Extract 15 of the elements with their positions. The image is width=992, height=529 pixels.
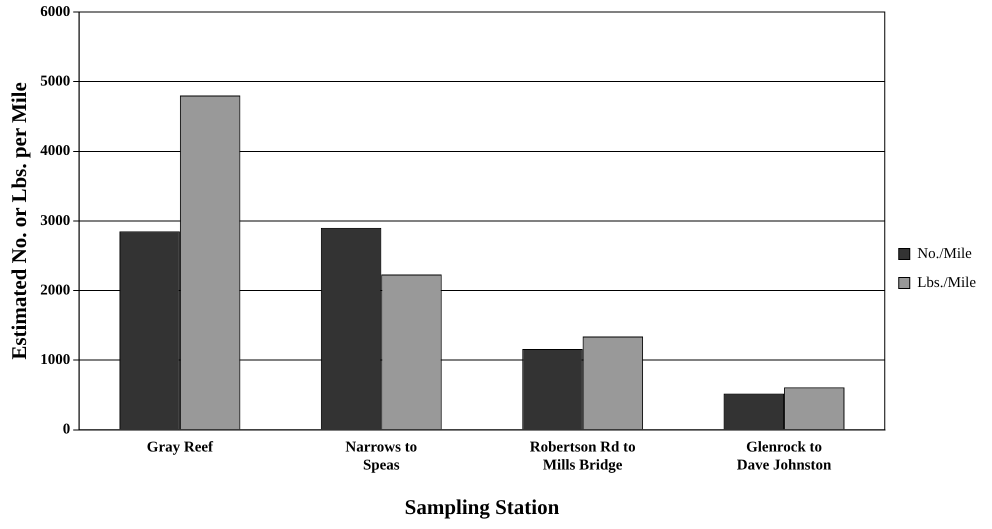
legend-label: Lbs./Mile — [917, 274, 976, 291]
y-axis-title: Estimated No. or Lbs. per Mile — [7, 82, 32, 360]
y-tick-label: 6000 — [40, 4, 70, 20]
x-tick-label: Gray Reef — [146, 440, 214, 456]
y-tick-label: 3000 — [40, 212, 70, 229]
y-tick-label: 2000 — [40, 282, 70, 298]
y-tick-label: 4000 — [40, 143, 70, 160]
x-tick-label: Robertson Rd to Mills Bridge — [530, 440, 636, 474]
y-tick-label: 1000 — [40, 352, 70, 368]
y-tick-label: 0 — [62, 422, 70, 438]
x-tick-label: Glenrock to Dave Johnston — [736, 440, 832, 474]
x-axis-title: Sampling Station — [404, 494, 560, 519]
legend-label: No./Mile — [917, 246, 972, 262]
y-tick-label: 5000 — [40, 74, 70, 90]
x-tick-label: Narrows to Speas — [345, 440, 418, 474]
